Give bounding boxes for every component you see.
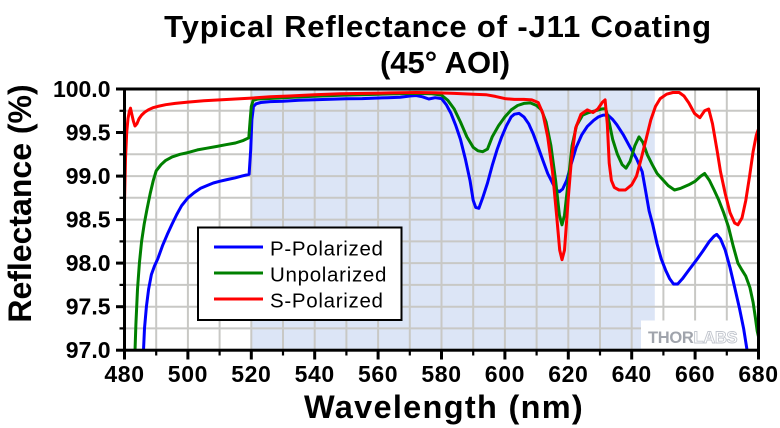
svg-text:640: 640	[612, 361, 652, 387]
svg-text:Wavelength (nm): Wavelength (nm)	[304, 389, 584, 425]
svg-text:S-Polarized: S-Polarized	[270, 290, 384, 313]
svg-text:Typical Reflectance of -J11 Co: Typical Reflectance of -J11 Coating	[164, 9, 712, 44]
svg-text:THORLABS: THORLABS	[648, 329, 738, 347]
svg-text:(45° AOI): (45° AOI)	[380, 45, 510, 80]
svg-text:98.5: 98.5	[66, 207, 111, 233]
svg-text:620: 620	[548, 361, 588, 387]
svg-text:480: 480	[104, 361, 144, 387]
svg-text:520: 520	[231, 361, 271, 387]
svg-text:600: 600	[485, 361, 525, 387]
svg-text:Reflectance (%): Reflectance (%)	[2, 84, 38, 322]
svg-text:660: 660	[675, 361, 715, 387]
svg-text:580: 580	[421, 361, 461, 387]
svg-text:Unpolarized: Unpolarized	[270, 264, 387, 287]
svg-text:100.0: 100.0	[53, 76, 111, 102]
svg-text:P-Polarized: P-Polarized	[270, 238, 384, 261]
svg-text:560: 560	[358, 361, 398, 387]
svg-text:97.0: 97.0	[66, 337, 111, 363]
svg-text:500: 500	[168, 361, 208, 387]
svg-text:99.5: 99.5	[66, 120, 111, 146]
svg-text:540: 540	[295, 361, 335, 387]
svg-text:99.0: 99.0	[66, 163, 111, 189]
svg-text:680: 680	[738, 361, 778, 387]
svg-text:97.5: 97.5	[66, 294, 111, 320]
svg-text:98.0: 98.0	[66, 250, 111, 276]
